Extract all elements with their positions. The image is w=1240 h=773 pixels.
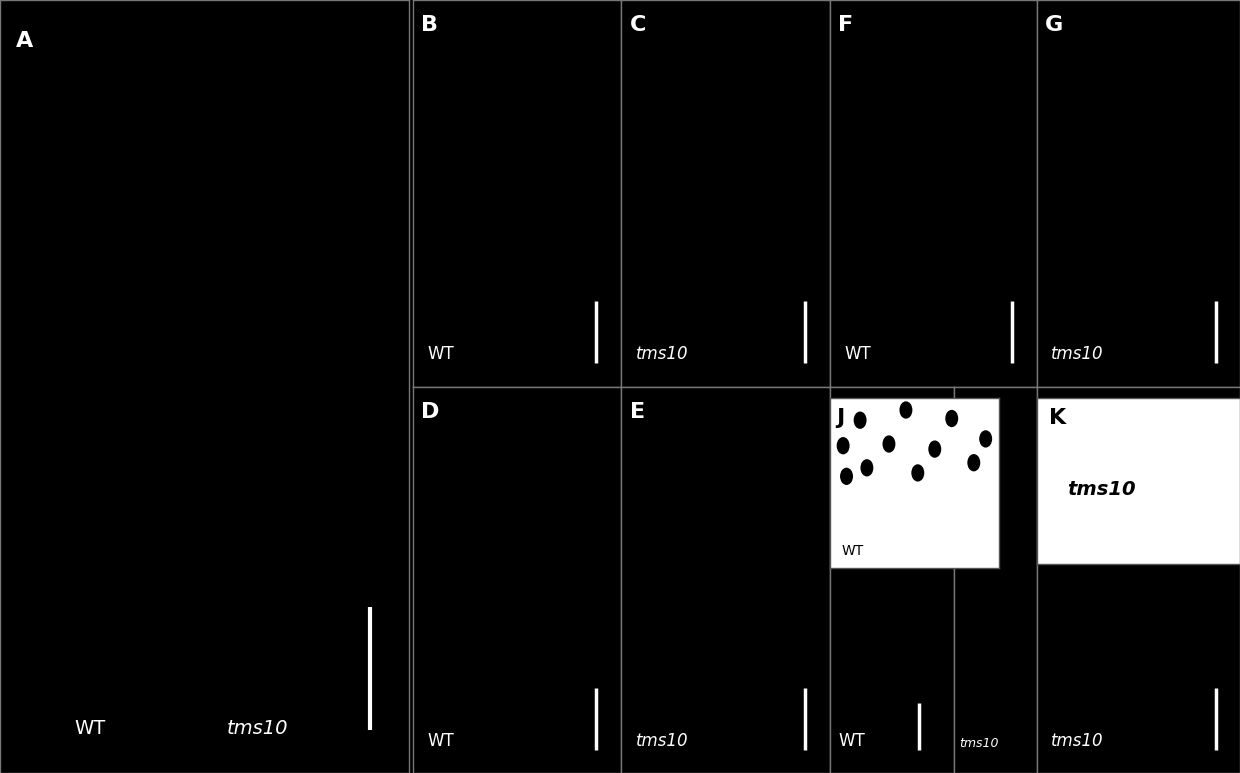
Ellipse shape	[861, 460, 873, 475]
Ellipse shape	[946, 410, 957, 427]
Text: tms10: tms10	[636, 346, 688, 363]
Text: K: K	[1049, 408, 1066, 428]
Text: H: H	[835, 402, 853, 422]
Ellipse shape	[900, 402, 911, 418]
Text: WT: WT	[842, 544, 864, 558]
Ellipse shape	[854, 412, 866, 428]
Text: tms10: tms10	[227, 719, 289, 738]
Text: E: E	[630, 402, 645, 422]
Ellipse shape	[968, 455, 980, 471]
Text: D: D	[422, 402, 440, 422]
Text: I: I	[957, 402, 965, 422]
Text: tms10: tms10	[960, 737, 999, 750]
Text: C: C	[630, 15, 646, 36]
Text: tms10: tms10	[1050, 732, 1104, 750]
Text: J: J	[836, 408, 844, 428]
Ellipse shape	[841, 468, 852, 484]
Text: WT: WT	[428, 346, 454, 363]
Text: G: G	[1045, 15, 1063, 36]
Text: tms10: tms10	[1050, 346, 1104, 363]
Text: tms10: tms10	[636, 732, 688, 750]
Text: B: B	[422, 15, 438, 36]
Ellipse shape	[837, 438, 849, 454]
Text: WT: WT	[844, 346, 870, 363]
Text: WT: WT	[74, 719, 105, 738]
Ellipse shape	[980, 431, 992, 447]
Text: H: H	[835, 402, 853, 422]
Text: tms10: tms10	[1068, 480, 1136, 499]
Text: A: A	[16, 31, 33, 51]
Text: F: F	[838, 15, 853, 36]
Ellipse shape	[913, 465, 924, 481]
Text: K: K	[1045, 402, 1061, 422]
Ellipse shape	[883, 436, 895, 452]
Text: WT: WT	[838, 732, 866, 750]
Text: K: K	[1045, 402, 1061, 422]
Ellipse shape	[929, 441, 940, 457]
Text: WT: WT	[428, 732, 454, 750]
